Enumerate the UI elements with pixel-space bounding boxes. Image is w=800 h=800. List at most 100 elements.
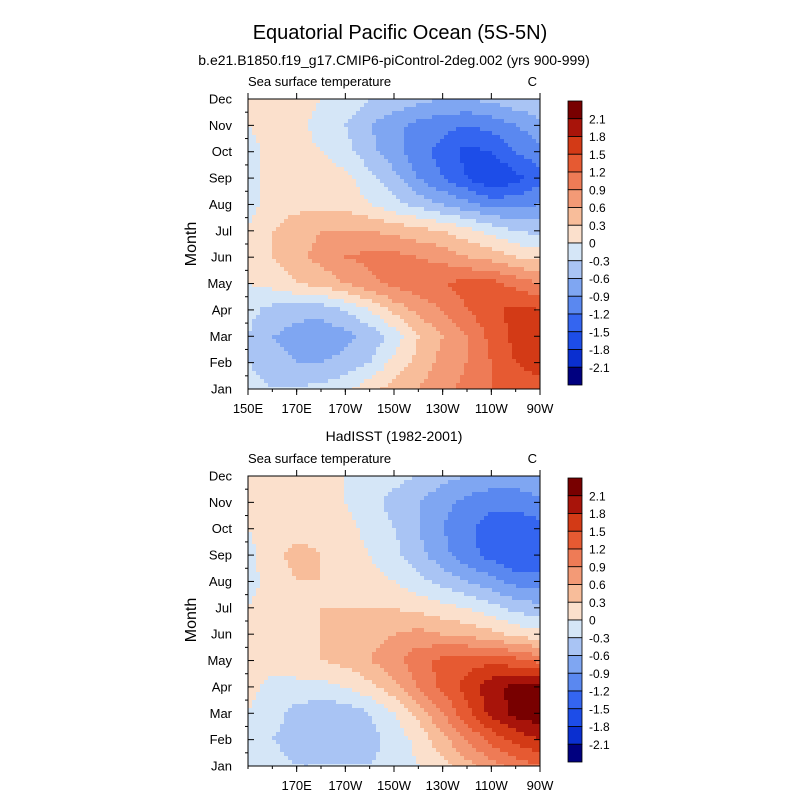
- contour-cell: [436, 163, 441, 168]
- contour-cell: [488, 207, 493, 212]
- contour-cell: [336, 255, 341, 260]
- contour-cell: [328, 339, 333, 344]
- contour-cell: [256, 295, 261, 300]
- contour-cell: [512, 291, 517, 296]
- contour-cell: [320, 219, 325, 224]
- contour-cell: [484, 191, 489, 196]
- contour-cell: [432, 119, 437, 124]
- contour-cell: [340, 227, 345, 232]
- contour-cell: [248, 167, 253, 172]
- contour-cell: [380, 271, 385, 276]
- contour-cell: [468, 339, 473, 344]
- contour-cell: [388, 303, 393, 308]
- contour-cell: [440, 183, 445, 188]
- contour-cell: [476, 211, 481, 216]
- contour-cell: [536, 323, 541, 328]
- contour-cell: [336, 283, 341, 288]
- contour-cell: [520, 159, 525, 164]
- contour-cell: [252, 179, 257, 184]
- contour-cell: [284, 119, 289, 124]
- contour-cell: [264, 155, 269, 160]
- contour-cell: [364, 247, 369, 252]
- contour-cell: [252, 203, 257, 208]
- contour-cell: [420, 239, 425, 244]
- contour-cell: [380, 267, 385, 272]
- contour-cell: [332, 123, 337, 128]
- contour-cell: [452, 167, 457, 172]
- contour-cell: [420, 155, 425, 160]
- contour-cell: [436, 223, 441, 228]
- contour-cell: [344, 203, 349, 208]
- contour-cell: [412, 275, 417, 280]
- contour-cell: [448, 315, 453, 320]
- contour-cell: [276, 367, 281, 372]
- contour-cell: [436, 339, 441, 344]
- contour-cell: [372, 315, 377, 320]
- contour-cell: [484, 343, 489, 348]
- contour-cell: [416, 275, 421, 280]
- contour-cell: [332, 271, 337, 276]
- contour-cell: [452, 195, 457, 200]
- contour-cell: [512, 247, 517, 252]
- contour-cell: [264, 355, 269, 360]
- contour-cell: [384, 99, 389, 104]
- contour-cell: [460, 107, 465, 112]
- contour-cell: [444, 303, 449, 308]
- contour-cell: [348, 147, 353, 152]
- contour-cell: [496, 191, 501, 196]
- contour-cell: [512, 315, 517, 320]
- contour-cell: [352, 323, 357, 328]
- contour-cell: [384, 175, 389, 180]
- contour-cell: [284, 183, 289, 188]
- contour-cell: [384, 271, 389, 276]
- contour-cell: [524, 191, 529, 196]
- contour-cell: [404, 271, 409, 276]
- contour-cell: [488, 243, 493, 248]
- contour-cell: [324, 279, 329, 284]
- contour-cell: [396, 211, 401, 216]
- contour-cell: [536, 155, 541, 160]
- contour-cell: [300, 259, 305, 264]
- contour-cell: [508, 259, 513, 264]
- contour-cell: [376, 271, 381, 276]
- contour-cell: [488, 127, 493, 132]
- contour-cell: [400, 199, 405, 204]
- contour-cell: [352, 203, 357, 208]
- panel-1-units-label: C: [528, 74, 537, 89]
- contour-cell: [296, 143, 301, 148]
- contour-cell: [472, 287, 477, 292]
- contour-cell: [464, 139, 469, 144]
- contour-cell: [448, 171, 453, 176]
- contour-cell: [344, 271, 349, 276]
- contour-cell: [512, 283, 517, 288]
- contour-cell: [404, 119, 409, 124]
- contour-cell: [388, 119, 393, 124]
- contour-cell: [252, 347, 257, 352]
- contour-cell: [412, 191, 417, 196]
- contour-cell: [380, 263, 385, 268]
- contour-cell: [392, 259, 397, 264]
- contour-cell: [440, 115, 445, 120]
- contour-cell: [444, 243, 449, 248]
- contour-cell: [380, 151, 385, 156]
- contour-cell: [340, 123, 345, 128]
- contour-cell: [480, 343, 485, 348]
- contour-cell: [500, 251, 505, 256]
- contour-cell: [468, 247, 473, 252]
- contour-cell: [420, 235, 425, 240]
- contour-cell: [468, 131, 473, 136]
- contour-cell: [504, 259, 509, 264]
- contour-cell: [260, 183, 265, 188]
- contour-cell: [364, 179, 369, 184]
- contour-cell: [396, 347, 401, 352]
- contour-cell: [416, 319, 421, 324]
- contour-cell: [392, 215, 397, 220]
- contour-cell: [372, 267, 377, 272]
- contour-cell: [332, 263, 337, 268]
- contour-cell: [424, 363, 429, 368]
- contour-cell: [524, 115, 529, 120]
- contour-cell: [372, 323, 377, 328]
- contour-cell: [464, 195, 469, 200]
- contour-cell: [288, 107, 293, 112]
- contour-cell: [444, 135, 449, 140]
